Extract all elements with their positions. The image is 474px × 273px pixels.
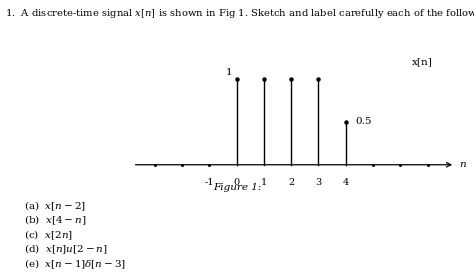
Text: 3: 3 [315, 178, 321, 187]
Text: 0: 0 [234, 178, 239, 187]
Text: 2: 2 [288, 178, 294, 187]
Text: 1.  A discrete-time signal $x[n]$ is shown in Fig 1. Sketch and label carefully : 1. A discrete-time signal $x[n]$ is show… [5, 7, 474, 20]
Text: 1: 1 [226, 67, 232, 76]
Text: (a)  $x[n-2]$: (a) $x[n-2]$ [24, 199, 86, 213]
Text: n: n [459, 160, 466, 169]
Text: 1: 1 [261, 178, 267, 187]
Text: 4: 4 [343, 178, 349, 187]
Text: Figure 1:: Figure 1: [213, 183, 261, 192]
Text: x[n]: x[n] [412, 58, 433, 67]
Text: (d)  $x[n]u[2-n]$: (d) $x[n]u[2-n]$ [24, 243, 108, 256]
Text: (b)  $x[4-n]$: (b) $x[4-n]$ [24, 214, 86, 227]
Text: 0.5: 0.5 [356, 117, 372, 126]
Text: (c)  $x[2n]$: (c) $x[2n]$ [24, 228, 73, 242]
Text: (e)  $x[n-1]\delta[n-3]$: (e) $x[n-1]\delta[n-3]$ [24, 257, 126, 271]
Text: -1: -1 [204, 178, 214, 187]
